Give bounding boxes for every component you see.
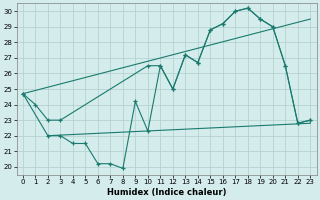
X-axis label: Humidex (Indice chaleur): Humidex (Indice chaleur) (107, 188, 226, 197)
